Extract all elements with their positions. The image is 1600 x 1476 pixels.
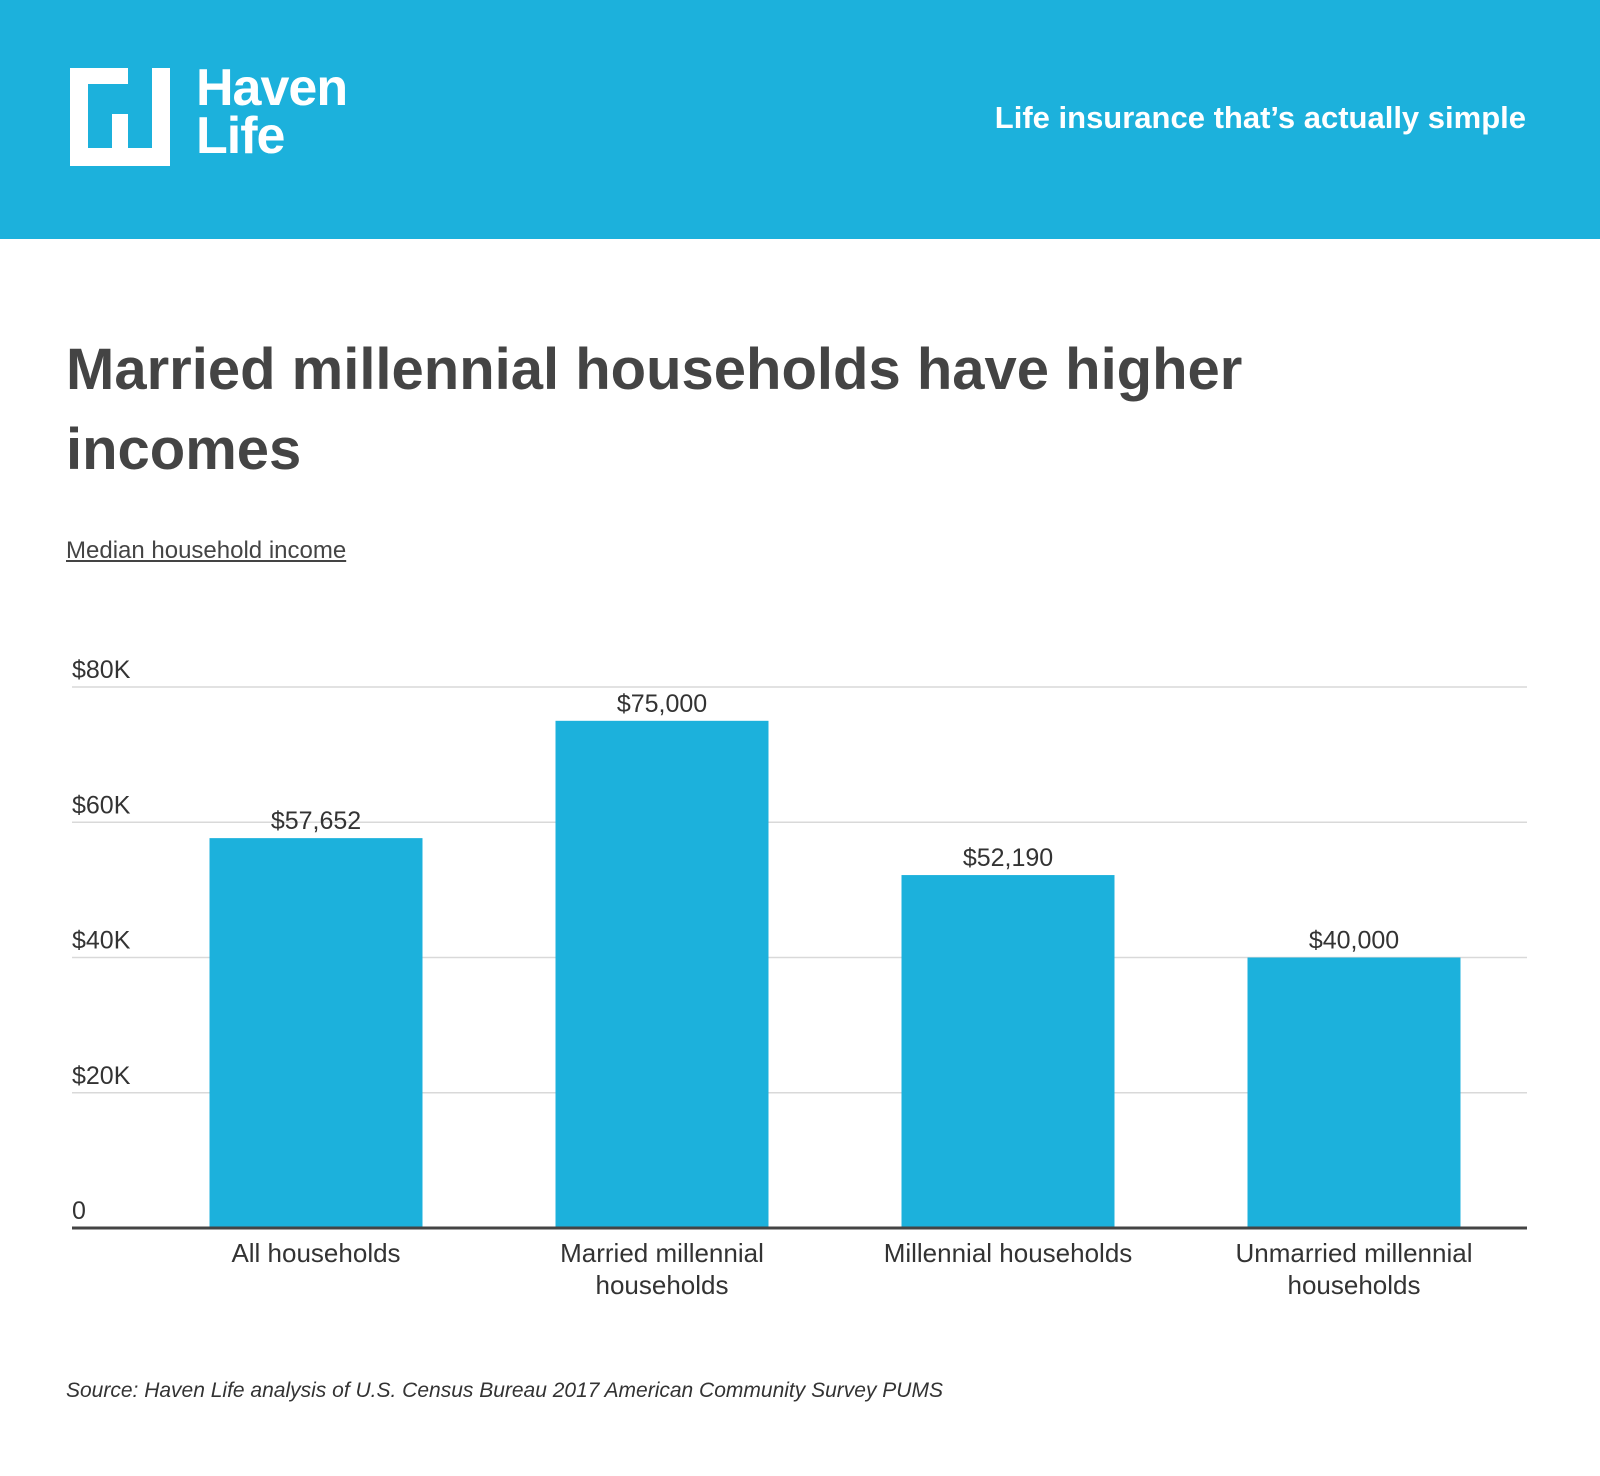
bar <box>901 875 1115 1228</box>
x-tick-label: All households <box>231 1238 400 1268</box>
x-tick-label: Unmarried millennial households <box>1236 1238 1473 1300</box>
x-tick-label-line: Married millennial <box>560 1238 764 1268</box>
chart-title: Married millennial households have highe… <box>66 337 1243 482</box>
y-tick-label: $80K <box>72 656 131 684</box>
x-tick-label: Married millennial households <box>560 1238 764 1300</box>
logo-line-2: Life <box>196 107 285 165</box>
source-note: Source: Haven Life analysis of U.S. Cens… <box>66 1379 943 1402</box>
y-tick-label: $20K <box>72 1062 131 1090</box>
data-label: $40,000 <box>1309 927 1399 955</box>
data-label: $57,652 <box>271 807 361 835</box>
header-banner: Haven Life Life insurance that’s actuall… <box>0 0 1600 239</box>
bar <box>209 838 423 1228</box>
chart-subtitle: Median household income <box>66 537 347 564</box>
y-tick-label: $40K <box>72 927 131 955</box>
x-tick-label-line: All households <box>231 1238 400 1268</box>
haven-life-logo-icon <box>70 68 170 166</box>
tagline: Life insurance that’s actually simple <box>994 100 1526 135</box>
y-tick-label: 0 <box>72 1197 86 1225</box>
data-label: $52,190 <box>963 844 1053 872</box>
data-label: $75,000 <box>617 690 707 718</box>
x-tick-label-line: households <box>1288 1270 1421 1300</box>
bar <box>555 720 769 1228</box>
y-tick-label: $60K <box>72 791 131 819</box>
logo-wordmark: Haven Life <box>196 59 348 165</box>
logo-line-1: Haven <box>196 59 348 117</box>
x-tick-label-line: Unmarried millennial <box>1236 1238 1473 1268</box>
x-tick-label-line: Millennial households <box>884 1238 1133 1268</box>
x-tick-label: Millennial households <box>884 1238 1133 1268</box>
bar <box>1247 957 1461 1228</box>
x-tick-label-line: households <box>596 1270 729 1300</box>
